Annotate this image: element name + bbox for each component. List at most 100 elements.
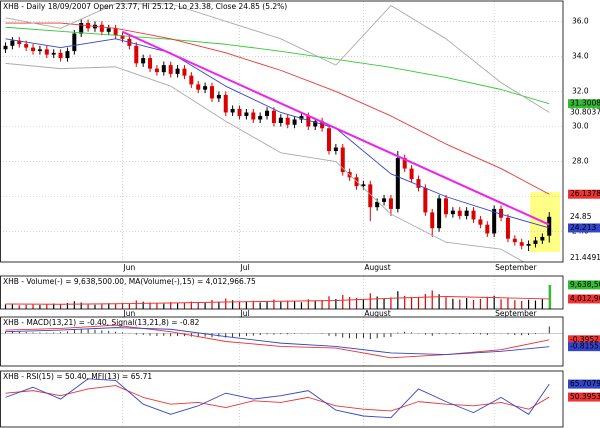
candle-body <box>258 115 263 120</box>
volume-bar <box>176 303 179 309</box>
candle-body <box>58 52 63 59</box>
candle-body <box>189 75 194 85</box>
volume-bar <box>170 302 172 309</box>
candle-body <box>437 198 442 229</box>
volume-bar <box>149 302 151 309</box>
candle-body <box>388 198 393 209</box>
volume-bar <box>369 293 371 309</box>
candle-body <box>416 179 421 188</box>
volume-bar <box>376 296 378 309</box>
x-tick-label: Jul <box>240 309 250 318</box>
value-box <box>568 379 600 389</box>
x-tick-label: Jul <box>240 263 250 272</box>
candle-body <box>37 49 42 52</box>
x-tick-label: September <box>495 309 537 318</box>
value-box <box>568 392 600 402</box>
candle-body <box>271 110 276 123</box>
x-tick-label: Jun <box>123 309 136 318</box>
value-label: 50.3953 <box>570 392 600 401</box>
volume-bar <box>472 300 475 309</box>
value-box <box>568 335 600 345</box>
series-line <box>5 3 550 113</box>
candle-body <box>237 108 242 116</box>
candle-body <box>3 45 8 50</box>
candle-body <box>540 236 545 241</box>
volume-bar <box>211 300 213 309</box>
candle-body <box>382 198 387 202</box>
candle-body <box>65 51 70 59</box>
candle-body <box>478 219 483 225</box>
volume-bar <box>190 301 192 309</box>
candle-body <box>450 210 455 215</box>
volume-bar <box>156 303 158 309</box>
volume-bar <box>46 304 48 309</box>
y-tick-label: 32.0 <box>572 86 589 95</box>
series-line <box>5 22 550 195</box>
candle-body <box>120 35 125 39</box>
panel-title: XHB - Volume(-) = 9,638,500.00, MA(Volum… <box>3 277 256 286</box>
candle-body <box>505 217 510 239</box>
value-box <box>568 223 600 233</box>
candle-body <box>464 210 469 216</box>
panel-frame <box>0 275 564 310</box>
candle-body <box>333 147 338 152</box>
volume-bar <box>438 294 440 309</box>
candle-body <box>106 28 111 32</box>
value-label: 31.3008 <box>570 99 600 108</box>
volume-bar <box>300 302 303 309</box>
volume-bar <box>362 299 365 309</box>
candle-body <box>17 40 22 45</box>
candle-body <box>547 216 552 236</box>
volume-bar <box>459 299 461 309</box>
volume-bar <box>232 300 234 309</box>
volume-bar <box>101 304 103 309</box>
x-tick-label: August <box>364 263 390 272</box>
volume-bar <box>163 303 165 309</box>
volume-bar <box>87 304 89 309</box>
volume-bar <box>121 302 124 309</box>
candle-body <box>375 201 380 208</box>
volume-bar <box>342 295 344 309</box>
candle-body <box>492 208 497 234</box>
volume-bar <box>417 297 420 309</box>
volume-bar <box>135 300 137 309</box>
volume-bar <box>541 298 543 309</box>
candle-body <box>533 240 538 244</box>
candle-body <box>395 158 400 209</box>
volume-bar <box>11 303 13 309</box>
candle-body <box>141 58 146 64</box>
candle-body <box>313 121 318 127</box>
volume-bar <box>39 305 41 309</box>
volume-bar <box>32 304 34 309</box>
volume-bar <box>445 297 447 309</box>
volume-bar <box>507 297 509 309</box>
y-tick-label: 28.0 <box>572 157 589 166</box>
candle-body <box>72 33 77 52</box>
y-tick-label: 34.0 <box>572 51 589 60</box>
candle-body <box>24 44 29 48</box>
y-tick-label: 36.0 <box>572 16 589 25</box>
candle-body <box>223 94 228 113</box>
volume-bar <box>245 302 247 309</box>
volume-bar <box>548 284 552 309</box>
volume-bar <box>328 296 330 309</box>
candle-body <box>244 112 249 116</box>
candle-body <box>443 198 448 215</box>
volume-bar <box>266 301 268 309</box>
value-label: -0.3952 <box>570 335 599 344</box>
y-tick-label: 30.0 <box>572 121 589 130</box>
candle-body <box>326 128 331 152</box>
panel <box>5 371 550 427</box>
value-label: 24.213 <box>570 223 596 232</box>
volume-bar <box>534 300 537 309</box>
volume-bar <box>280 301 282 309</box>
volume-bar <box>252 300 254 309</box>
value-label: 9,638,50 <box>570 280 600 289</box>
volume-bar <box>527 299 530 309</box>
candle-body <box>113 28 118 36</box>
volume-bar <box>383 298 385 309</box>
volume-bar <box>397 291 399 309</box>
volume-bar <box>115 304 117 309</box>
volume-bar <box>197 302 199 309</box>
